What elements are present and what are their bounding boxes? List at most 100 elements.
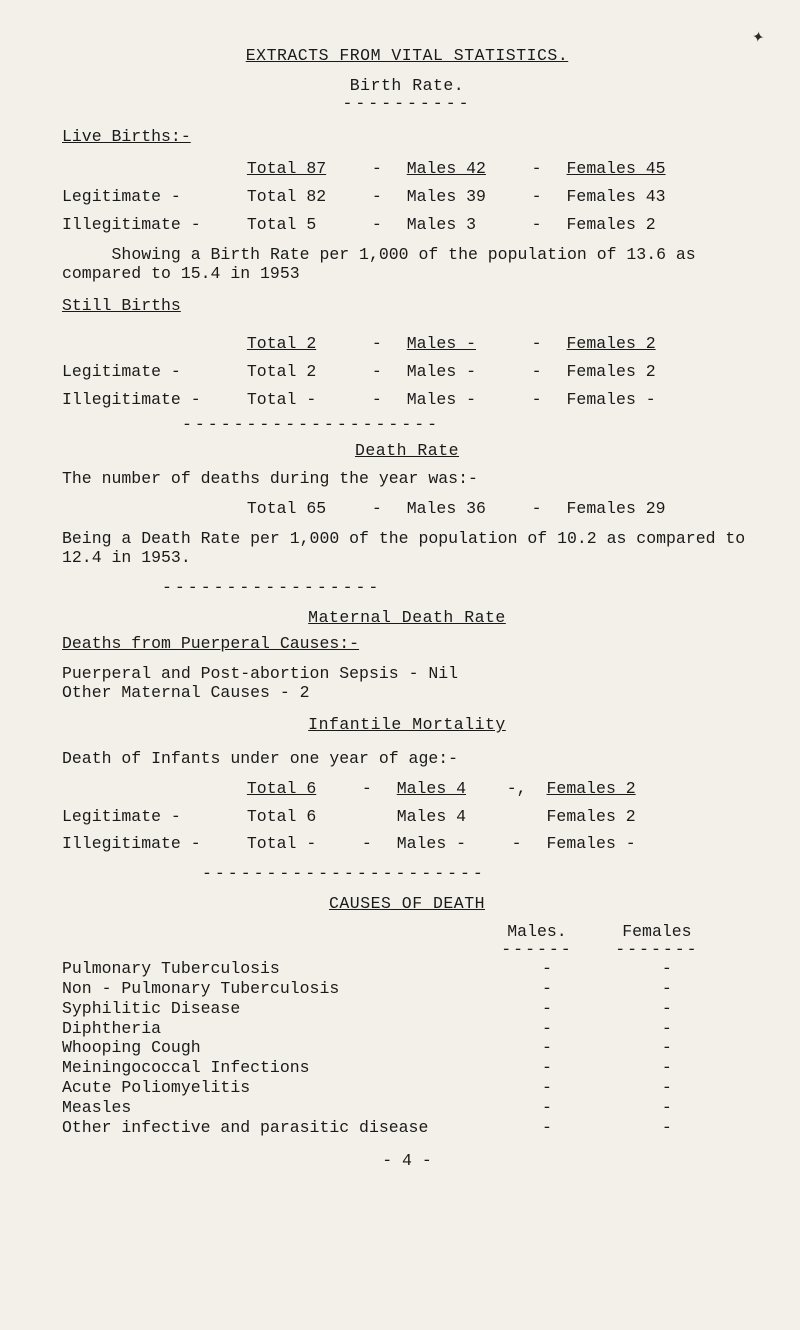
cell-total: Total 6 — [247, 807, 337, 827]
cause-females: - — [612, 1078, 722, 1098]
sep-dash: - — [357, 187, 397, 207]
causes-table: Males. Females ------ ------- Pulmonary … — [62, 922, 752, 1138]
cause-males: - — [492, 1078, 602, 1098]
cell-males: Males - — [407, 390, 507, 410]
row-label: Legitimate - — [62, 807, 237, 827]
table-row: Whooping Cough - - — [62, 1038, 752, 1058]
cell-females: Females 43 — [567, 187, 697, 207]
cell-total: Total 2 — [247, 334, 347, 354]
cell-males: Males - — [407, 334, 507, 354]
table-row: Legitimate - Total 6 Males 4 Females 2 — [62, 807, 752, 827]
table-row: Non - Pulmonary Tuberculosis - - — [62, 979, 752, 999]
cell-total: Total 2 — [247, 362, 347, 382]
cell-total: Total 87 — [247, 159, 347, 179]
cause-males: - — [492, 979, 602, 999]
table-row: Illegitimate - Total - - Males - - Femal… — [62, 390, 752, 410]
cause-value: Nil — [428, 664, 458, 683]
sep-dash: - — [357, 215, 397, 235]
sep-dash: - — [517, 390, 557, 410]
divider-dash: ----------------- — [162, 578, 752, 598]
cause-name: Acute Poliomyelitis — [62, 1078, 482, 1098]
death-rate-table: Total 65 - Males 36 - Females 29 — [62, 499, 752, 519]
cause-name: Diphtheria — [62, 1019, 482, 1039]
cell-males: Males - — [407, 362, 507, 382]
cause-females: - — [612, 999, 722, 1019]
cause-name: Pulmonary Tuberculosis — [62, 959, 482, 979]
table-row: Measles - - — [62, 1098, 752, 1118]
cell-females: Females 2 — [567, 215, 697, 235]
cause-name: Whooping Cough — [62, 1038, 482, 1058]
live-births-note-2: compared to 15.4 in 1953 — [62, 264, 752, 284]
cell-total: Total - — [247, 834, 337, 854]
cell-males: Males 36 — [407, 499, 507, 519]
page: ✦ EXTRACTS FROM VITAL STATISTICS. Birth … — [0, 0, 800, 1330]
infantile-intro: Death of Infants under one year of age:- — [62, 749, 752, 769]
sep-dash: - — [409, 664, 419, 683]
maternal-row-heading: Deaths from Puerperal Causes:- — [62, 634, 359, 653]
table-row: Diphtheria - - — [62, 1019, 752, 1039]
cell-total: Total 65 — [247, 499, 347, 519]
maternal-heading: Maternal Death Rate — [308, 608, 506, 627]
cause-females: - — [612, 1118, 722, 1138]
infantile-table: Total 6 - Males 4 -, Females 2 Legitimat… — [62, 779, 752, 854]
note-text: Showing a Birth Rate per 1,000 of the po… — [112, 245, 696, 264]
table-row: Total 65 - Males 36 - Females 29 — [62, 499, 752, 519]
sep-dash: - — [357, 499, 397, 519]
causes-head-underline: ------ ------- — [482, 940, 752, 960]
causes-heading: CAUSES OF DEATH — [329, 894, 485, 913]
cell-females: Females 45 — [567, 159, 697, 179]
death-rate-note-1: Being a Death Rate per 1,000 of the popu… — [62, 529, 752, 549]
sep-dash: - — [280, 683, 290, 702]
cause-name: Measles — [62, 1098, 482, 1118]
cause-females: - — [612, 979, 722, 999]
sep-dash: - — [497, 834, 537, 854]
cell-females: Females - — [547, 834, 667, 854]
death-rate-intro: The number of deaths during the year was… — [62, 469, 752, 489]
sep-dash: - — [347, 834, 387, 854]
table-row: Legitimate - Total 2 - Males - - Females… — [62, 362, 752, 382]
cell-males: Males 39 — [407, 187, 507, 207]
table-row: Total 2 - Males - - Females 2 — [62, 334, 752, 354]
table-row: Legitimate - Total 82 - Males 39 - Femal… — [62, 187, 752, 207]
corner-mark-icon: ✦ — [750, 25, 765, 50]
divider-dash: ---------------------- — [202, 864, 752, 884]
sep-dash: - — [357, 390, 397, 410]
cause-name: Other Maternal Causes — [62, 683, 270, 702]
cell-total: Total 5 — [247, 215, 347, 235]
cause-males: - — [492, 1038, 602, 1058]
cell-females: Females 2 — [547, 807, 667, 827]
still-births-heading: Still Births — [62, 296, 181, 315]
sep-dash: - — [357, 362, 397, 382]
row-label: Legitimate - — [62, 362, 237, 382]
sep-dash: - — [517, 215, 557, 235]
cell-females: Females 2 — [547, 779, 667, 799]
row-label: Illegitimate - — [62, 215, 237, 235]
death-rate-note-2: 12.4 in 1953. — [62, 548, 752, 568]
live-births-table: Total 87 - Males 42 - Females 45 Legitim… — [62, 159, 752, 234]
table-row: Acute Poliomyelitis - - — [62, 1078, 752, 1098]
table-row: Meiningococcal Infections - - — [62, 1058, 752, 1078]
infantile-heading: Infantile Mortality — [308, 715, 506, 734]
cause-females: - — [612, 959, 722, 979]
col-underline: ------- — [602, 940, 712, 960]
sep-dash: - — [517, 187, 557, 207]
sep-dash: - — [347, 779, 387, 799]
divider-dash: -------------------- — [182, 415, 752, 435]
cause-name: Non - Pulmonary Tuberculosis — [62, 979, 482, 999]
death-rate-heading: Death Rate — [355, 441, 459, 460]
maternal-line-1: Puerperal and Post-abortion Sepsis - Nil — [62, 664, 752, 684]
row-label: Illegitimate - — [62, 834, 237, 854]
page-number: - 4 - — [62, 1151, 752, 1171]
cause-males: - — [492, 1019, 602, 1039]
cell-males: Males - — [397, 834, 487, 854]
still-births-table: Total 2 - Males - - Females 2 Legitimate… — [62, 334, 752, 409]
cause-males: - — [492, 1058, 602, 1078]
cause-males: - — [492, 1098, 602, 1118]
col-underline: ------ — [482, 940, 592, 960]
table-row: Pulmonary Tuberculosis - - — [62, 959, 752, 979]
cause-females: - — [612, 1098, 722, 1118]
cell-males: Males 4 — [397, 779, 487, 799]
cell-females: Females 2 — [567, 334, 697, 354]
sep-dash: - — [517, 499, 557, 519]
sep-dash: - — [357, 334, 397, 354]
